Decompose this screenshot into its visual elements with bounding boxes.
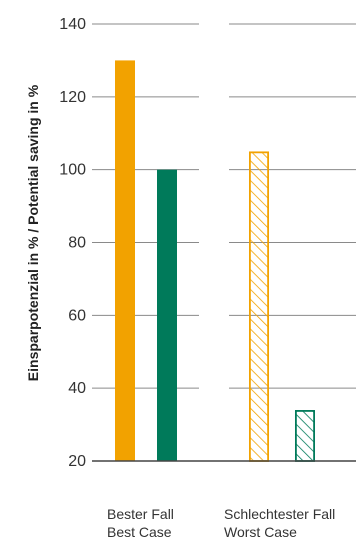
bar	[115, 60, 135, 462]
y-tick-label: 140	[59, 16, 86, 33]
category-label-line1: Bester Fall	[107, 506, 174, 522]
y-tick-label: 80	[68, 235, 86, 252]
category-label-line2: Best Case	[107, 524, 172, 540]
y-tick-label: 60	[68, 307, 86, 324]
bars	[115, 60, 315, 462]
bar	[157, 169, 177, 461]
y-tick-label: 40	[68, 380, 86, 397]
y-axis-ticks: 20 40 60 80 100 120 140	[59, 16, 86, 470]
category-label-line1: Schlechtester Fall	[224, 506, 335, 522]
y-tick-label: 20	[68, 453, 86, 470]
bar	[294, 410, 315, 462]
category-label-line2: Worst Case	[224, 524, 297, 540]
y-axis-label: Einsparpotenzial in % / Potential saving…	[25, 84, 41, 381]
bar	[248, 151, 269, 462]
category-labels: Bester Fall Best Case Schlechtester Fall Wo…	[107, 506, 335, 540]
y-tick-label: 100	[59, 162, 86, 179]
y-tick-label: 120	[59, 89, 86, 106]
